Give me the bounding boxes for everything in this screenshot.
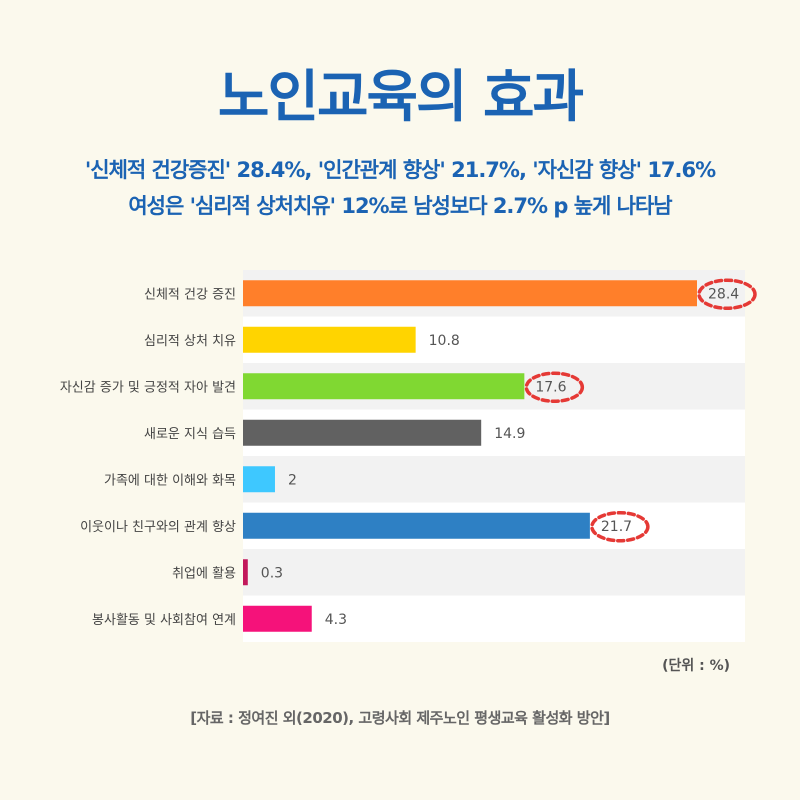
bar-chart: 신체적 건강 증진 28.4 심리적 상처 치유 10.8 자신감 증가 및 긍정적 자…	[60, 270, 757, 642]
bar	[243, 512, 590, 539]
subtitle-line-1: '신체적 건강증진' 28.4%, '인간관계 향상' 21.7%, '자신감 …	[84, 158, 716, 182]
value-label: 14.9	[494, 426, 525, 442]
row-background	[243, 549, 745, 596]
row-background	[243, 595, 745, 642]
value-label: 28.4	[708, 286, 739, 302]
category-label: 신체적 건강 증진	[144, 287, 236, 302]
bar	[243, 466, 275, 493]
category-label: 가족에 대한 이해와 화목	[104, 473, 236, 488]
value-label: 2	[288, 472, 297, 488]
value-label: 0.3	[261, 565, 283, 581]
highlight-circle	[590, 511, 650, 543]
bar	[243, 559, 248, 586]
category-label: 심리적 상처 치유	[144, 334, 236, 349]
value-label: 10.8	[429, 333, 460, 349]
bar	[243, 326, 416, 353]
page-title: 노인교육의 효과	[217, 65, 584, 130]
bar	[243, 280, 697, 307]
subtitle-line-2: 여성은 '심리적 상처치유' 12%로 남성보다 2.7% p 높게 나타남	[128, 194, 672, 218]
value-label: 21.7	[601, 519, 632, 535]
category-label: 새로운 지식 습득	[144, 427, 236, 442]
bar	[243, 419, 482, 446]
unit-label: (단위 : %)	[662, 658, 730, 674]
value-label: 17.6	[535, 379, 566, 395]
source-citation: [자료 : 정여진 외(2020), 고령사회 제주노인 평생교육 활성화 방안…	[190, 709, 610, 727]
value-label: 4.3	[325, 612, 347, 628]
highlight-circle	[697, 278, 757, 310]
bar	[243, 605, 312, 632]
category-label: 취업에 활용	[172, 566, 236, 581]
row-background	[243, 456, 745, 503]
category-label: 이웃이나 친구와의 관계 향상	[80, 520, 236, 535]
category-label: 봉사활동 및 사회참여 연계	[92, 613, 236, 628]
highlight-circle	[524, 371, 585, 403]
bar	[243, 373, 525, 400]
category-label: 자신감 증가 및 긍정적 자아 발견	[60, 380, 236, 395]
